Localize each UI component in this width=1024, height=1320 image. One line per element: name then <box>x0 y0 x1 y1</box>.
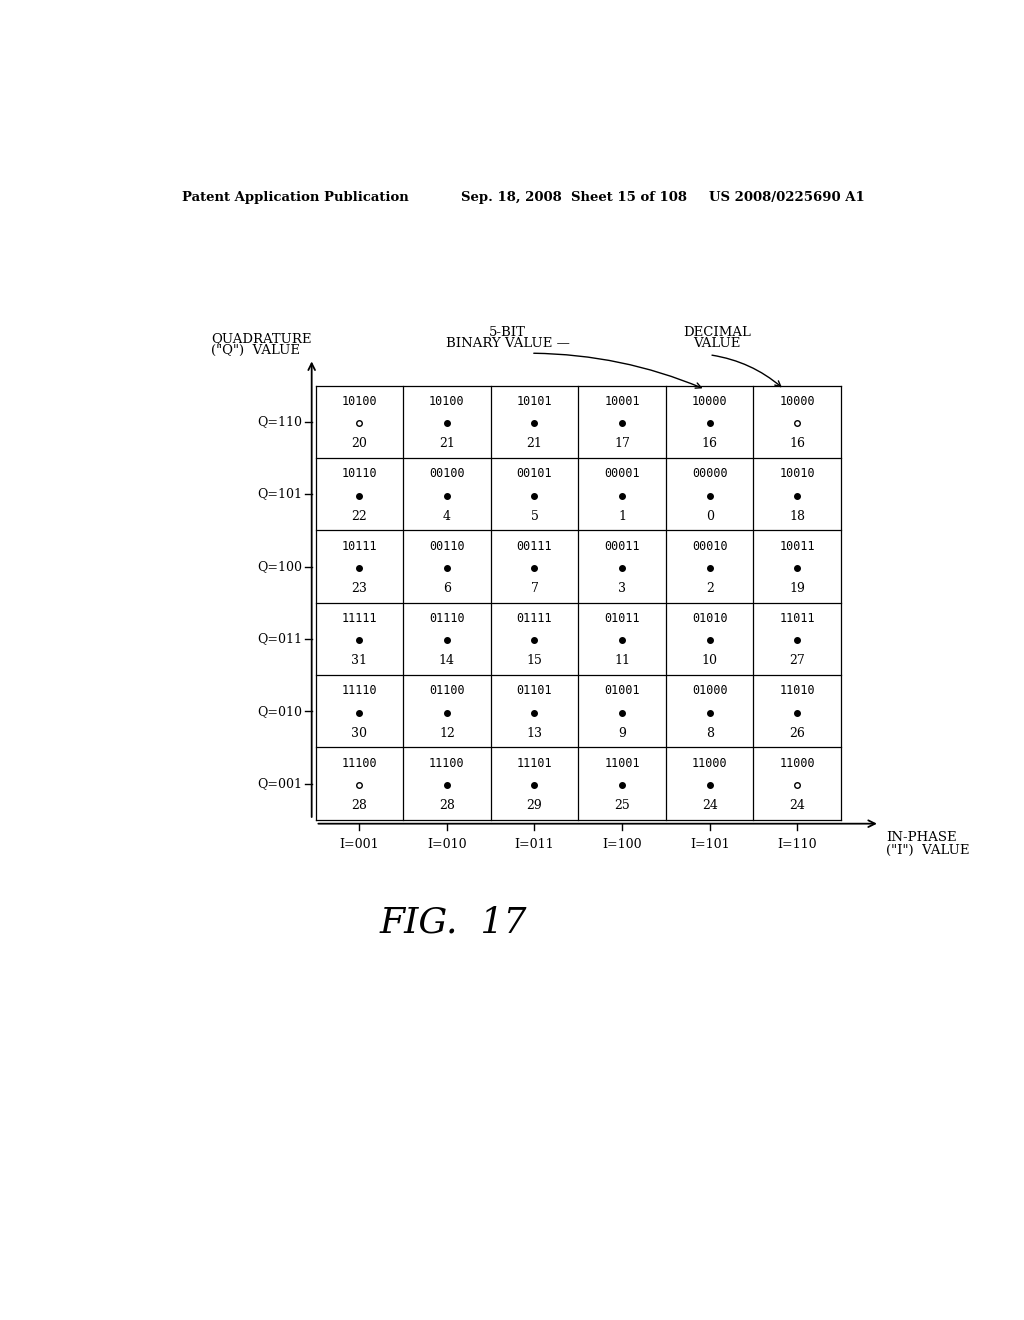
Text: 11100: 11100 <box>429 756 465 770</box>
Text: 10010: 10010 <box>779 467 815 480</box>
Text: 30: 30 <box>351 727 368 739</box>
Text: I=001: I=001 <box>340 838 379 850</box>
Text: I=010: I=010 <box>427 838 467 850</box>
Text: 10111: 10111 <box>342 540 377 553</box>
Text: 11: 11 <box>614 655 630 668</box>
Text: 01001: 01001 <box>604 684 640 697</box>
Text: Q=100: Q=100 <box>257 560 302 573</box>
Text: 20: 20 <box>351 437 368 450</box>
Text: 5: 5 <box>530 510 539 523</box>
Text: BINARY VALUE —: BINARY VALUE — <box>445 337 569 350</box>
Text: 14: 14 <box>439 655 455 668</box>
Text: 11111: 11111 <box>342 612 377 624</box>
Text: 01111: 01111 <box>517 612 552 624</box>
Text: 10: 10 <box>701 655 718 668</box>
Text: 21: 21 <box>526 437 543 450</box>
Text: 10011: 10011 <box>779 540 815 553</box>
Text: 4: 4 <box>443 510 451 523</box>
Text: 6: 6 <box>443 582 451 595</box>
Text: 31: 31 <box>351 655 368 668</box>
Text: 21: 21 <box>439 437 455 450</box>
Text: 11100: 11100 <box>342 756 377 770</box>
Text: 2: 2 <box>706 582 714 595</box>
Text: 13: 13 <box>526 727 543 739</box>
Text: 11011: 11011 <box>779 612 815 624</box>
Text: 24: 24 <box>701 799 718 812</box>
Text: I=110: I=110 <box>777 838 817 850</box>
Text: 10000: 10000 <box>692 395 727 408</box>
Text: 10100: 10100 <box>342 395 377 408</box>
Text: 01110: 01110 <box>429 612 465 624</box>
Text: 16: 16 <box>790 437 805 450</box>
Text: Q=101: Q=101 <box>257 487 302 500</box>
Text: 10000: 10000 <box>779 395 815 408</box>
Text: 01011: 01011 <box>604 612 640 624</box>
Text: FIG.  17: FIG. 17 <box>380 906 527 940</box>
Text: Q=011: Q=011 <box>257 632 302 645</box>
Text: 17: 17 <box>614 437 630 450</box>
Text: 00110: 00110 <box>429 540 465 553</box>
Text: US 2008/0225690 A1: US 2008/0225690 A1 <box>710 191 865 203</box>
Text: 19: 19 <box>790 582 805 595</box>
Text: 00100: 00100 <box>429 467 465 480</box>
Text: 8: 8 <box>706 727 714 739</box>
Text: 01100: 01100 <box>429 684 465 697</box>
Text: Patent Application Publication: Patent Application Publication <box>182 191 409 203</box>
Text: 24: 24 <box>790 799 805 812</box>
Text: I=101: I=101 <box>690 838 729 850</box>
Text: 01000: 01000 <box>692 684 727 697</box>
Text: VALUE: VALUE <box>693 337 740 350</box>
Text: 29: 29 <box>526 799 543 812</box>
Text: 00101: 00101 <box>517 467 552 480</box>
Text: 0: 0 <box>706 510 714 523</box>
Text: 22: 22 <box>351 510 368 523</box>
Text: 01010: 01010 <box>692 612 727 624</box>
Text: 16: 16 <box>701 437 718 450</box>
Text: 00001: 00001 <box>604 467 640 480</box>
Text: 00011: 00011 <box>604 540 640 553</box>
Text: 11101: 11101 <box>517 756 552 770</box>
Text: 28: 28 <box>439 799 455 812</box>
Text: 9: 9 <box>618 727 626 739</box>
Text: 12: 12 <box>439 727 455 739</box>
Text: 01101: 01101 <box>517 684 552 697</box>
Text: 26: 26 <box>790 727 805 739</box>
Text: 11000: 11000 <box>692 756 727 770</box>
Text: 10110: 10110 <box>342 467 377 480</box>
Text: 11010: 11010 <box>779 684 815 697</box>
Text: IN-PHASE: IN-PHASE <box>886 832 956 845</box>
Text: I=100: I=100 <box>602 838 642 850</box>
Text: Q=001: Q=001 <box>257 777 302 791</box>
Text: 11110: 11110 <box>342 684 377 697</box>
Text: 00010: 00010 <box>692 540 727 553</box>
Text: 27: 27 <box>790 655 805 668</box>
Text: 28: 28 <box>351 799 368 812</box>
Text: ("Q")  VALUE: ("Q") VALUE <box>211 345 300 356</box>
Text: 11001: 11001 <box>604 756 640 770</box>
Text: 15: 15 <box>526 655 543 668</box>
Text: 10101: 10101 <box>517 395 552 408</box>
Text: 3: 3 <box>618 582 626 595</box>
Text: Q=010: Q=010 <box>257 705 302 718</box>
Text: 7: 7 <box>530 582 539 595</box>
Text: 10100: 10100 <box>429 395 465 408</box>
Text: 11000: 11000 <box>779 756 815 770</box>
Text: I=011: I=011 <box>515 838 554 850</box>
Text: 25: 25 <box>614 799 630 812</box>
Text: QUADRATURE: QUADRATURE <box>211 331 311 345</box>
Text: 23: 23 <box>351 582 368 595</box>
Text: Sep. 18, 2008  Sheet 15 of 108: Sep. 18, 2008 Sheet 15 of 108 <box>461 191 687 203</box>
Text: 10001: 10001 <box>604 395 640 408</box>
Text: 00111: 00111 <box>517 540 552 553</box>
Text: 5-BIT: 5-BIT <box>489 326 526 339</box>
Text: 00000: 00000 <box>692 467 727 480</box>
Text: DECIMAL: DECIMAL <box>683 326 751 339</box>
Text: Q=110: Q=110 <box>257 416 302 428</box>
Text: 1: 1 <box>618 510 626 523</box>
Text: 18: 18 <box>790 510 805 523</box>
Text: ("I")  VALUE: ("I") VALUE <box>886 843 970 857</box>
